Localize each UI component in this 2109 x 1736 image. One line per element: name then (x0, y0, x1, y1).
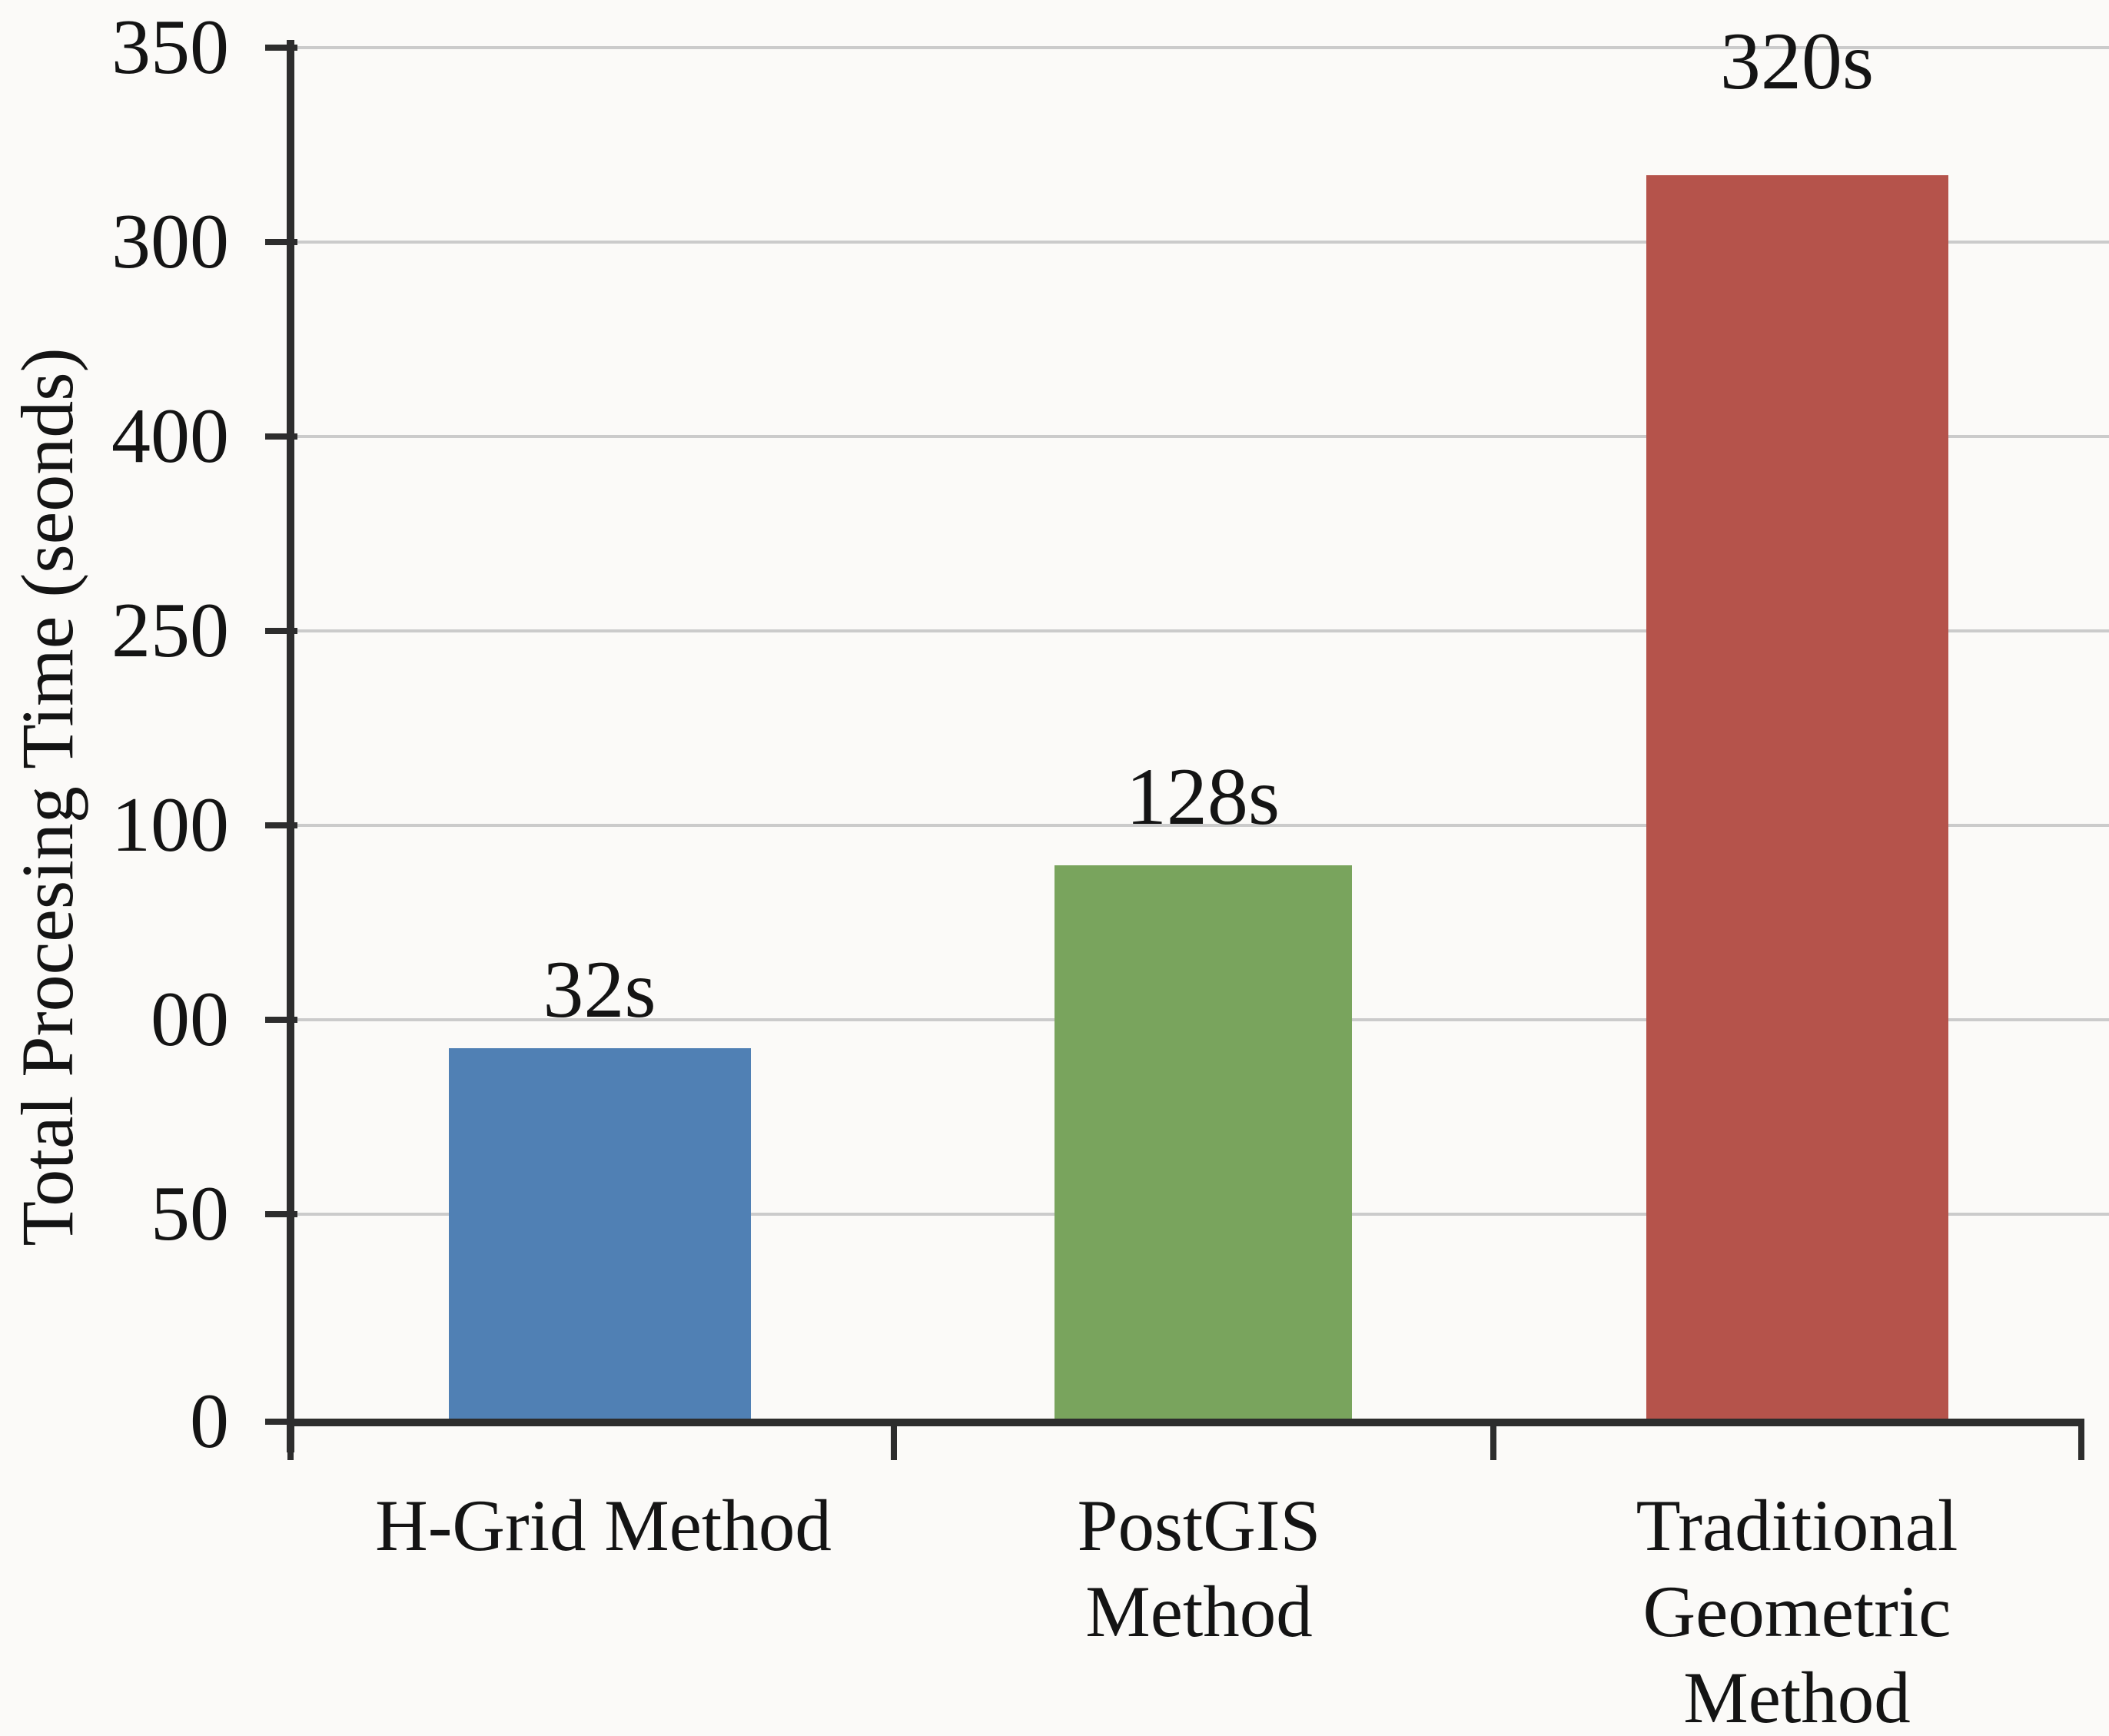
y-tick-label: 100 (111, 782, 229, 868)
y-tick-label: 400 (111, 393, 229, 480)
x-category-label-line: Traditional (1636, 1485, 1958, 1566)
x-tick-mark (287, 1422, 294, 1460)
x-tick-mark (2078, 1422, 2084, 1460)
y-tick-mark (265, 1419, 297, 1425)
bar-value-label: 128s (1125, 752, 1280, 841)
y-tick-label: 00 (151, 976, 229, 1063)
x-category-label: H-Grid Method (227, 1482, 980, 1568)
bar-h-grid-method (449, 1048, 751, 1425)
x-category-label-line: Geometric (1642, 1571, 1951, 1652)
y-tick-mark (265, 628, 297, 634)
bar-postgis-method (1054, 865, 1352, 1425)
bar-value-label: 320s (1719, 16, 1875, 106)
x-category-label-line: PostGIS (1077, 1485, 1321, 1566)
y-tick-label: 350 (111, 4, 229, 91)
y-tick-label: 250 (111, 587, 229, 674)
y-tick-mark (265, 1017, 297, 1023)
y-tick-mark (265, 822, 297, 828)
y-tick-mark (265, 433, 297, 440)
y-tick-label: 0 (190, 1378, 229, 1465)
x-category-label-line: Method (1683, 1657, 1911, 1736)
gridline (291, 241, 2109, 244)
x-category-label-line: Method (1085, 1571, 1313, 1652)
gridline (291, 46, 2109, 49)
x-category-label: Traditional Geometric Method (1420, 1482, 2109, 1736)
y-axis-line (287, 40, 294, 1452)
y-tick-label: 300 (111, 198, 229, 285)
y-tick-mark (265, 1211, 297, 1217)
y-tick-mark (265, 45, 297, 51)
bar-traditional-geometric-method (1646, 175, 1948, 1425)
x-axis-line (287, 1419, 2084, 1426)
x-category-label: PostGIS Method (822, 1482, 1576, 1655)
y-tick-mark (265, 239, 297, 245)
bar-value-label: 32s (543, 944, 656, 1034)
x-category-label-line: H-Grid Method (375, 1485, 832, 1566)
x-tick-mark (891, 1422, 897, 1460)
gridline (291, 824, 2109, 827)
x-tick-mark (1490, 1422, 1496, 1460)
y-tick-label: 50 (151, 1170, 229, 1257)
gridline (291, 629, 2109, 632)
gridline (291, 435, 2109, 438)
